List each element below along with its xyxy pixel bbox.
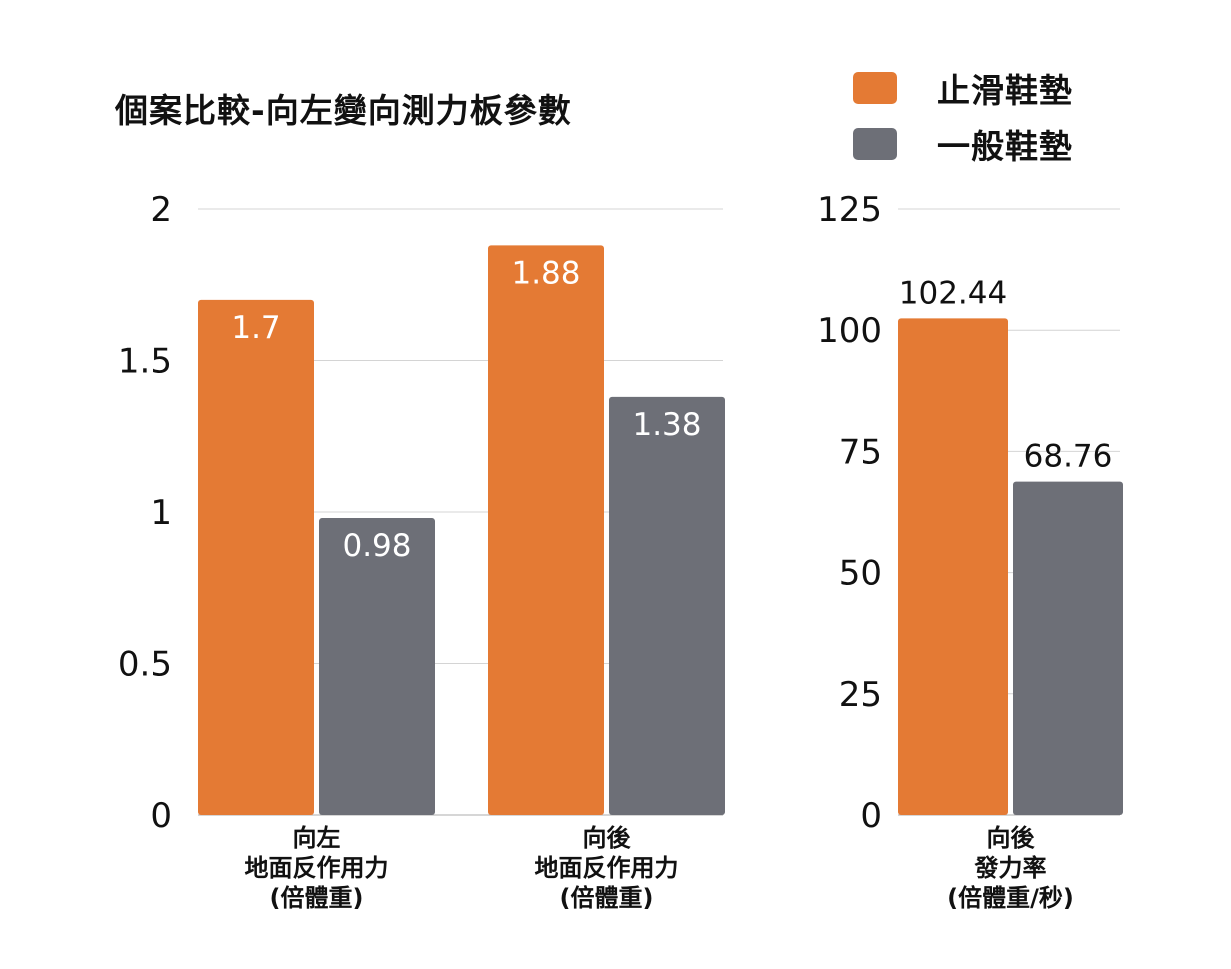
x-category-label: 地面反作用力 xyxy=(245,854,389,882)
x-category-label: 向後 xyxy=(583,824,632,852)
y-tick-label: 0 xyxy=(860,796,882,836)
data-label: 1.38 xyxy=(632,407,701,443)
chart-title: 個案比較-向左變向測力板參數 xyxy=(115,91,572,130)
y-tick-label: 125 xyxy=(817,190,882,230)
legend-label-anti-slip: 止滑鞋墊 xyxy=(937,71,1073,110)
legend: 止滑鞋墊 一般鞋墊 xyxy=(853,60,1073,172)
x-category-label: 向左 xyxy=(293,824,341,852)
y-tick-label: 1 xyxy=(150,493,172,533)
x-category-label: 發力率 xyxy=(974,854,1047,882)
x-category-label: (倍體重) xyxy=(270,884,364,912)
y-tick-label: 0 xyxy=(150,796,172,836)
bar-anti-slip xyxy=(198,299,314,815)
y-tick-label: 25 xyxy=(839,675,882,715)
data-label: 0.98 xyxy=(342,528,411,564)
y-tick-label: 50 xyxy=(839,554,882,594)
legend-item-anti-slip: 止滑鞋墊 xyxy=(853,60,1073,116)
bar-regular xyxy=(319,518,435,815)
data-label: 102.44 xyxy=(899,275,1007,311)
bar-regular xyxy=(1013,481,1123,815)
y-tick-label: 75 xyxy=(839,432,882,472)
x-category-label: (倍體重) xyxy=(560,884,654,912)
legend-item-regular: 一般鞋墊 xyxy=(853,116,1073,172)
y-tick-label: 0.5 xyxy=(118,645,172,685)
y-tick-label: 2 xyxy=(150,190,172,230)
legend-swatch-regular xyxy=(853,128,897,160)
y-tick-label: 100 xyxy=(817,311,882,351)
x-category-label: 地面反作用力 xyxy=(535,854,679,882)
data-label: 68.76 xyxy=(1024,439,1113,475)
x-category-label: 向後 xyxy=(987,824,1036,852)
bar-anti-slip xyxy=(898,318,1008,815)
legend-swatch-anti-slip xyxy=(853,72,897,104)
bar-regular xyxy=(609,396,725,815)
x-category-label: (倍體重/秒) xyxy=(947,884,1074,912)
data-label: 1.7 xyxy=(231,310,280,346)
data-label: 1.88 xyxy=(511,255,580,291)
legend-label-regular: 一般鞋墊 xyxy=(937,127,1073,166)
bar-anti-slip xyxy=(488,245,604,816)
y-tick-label: 1.5 xyxy=(118,342,172,382)
